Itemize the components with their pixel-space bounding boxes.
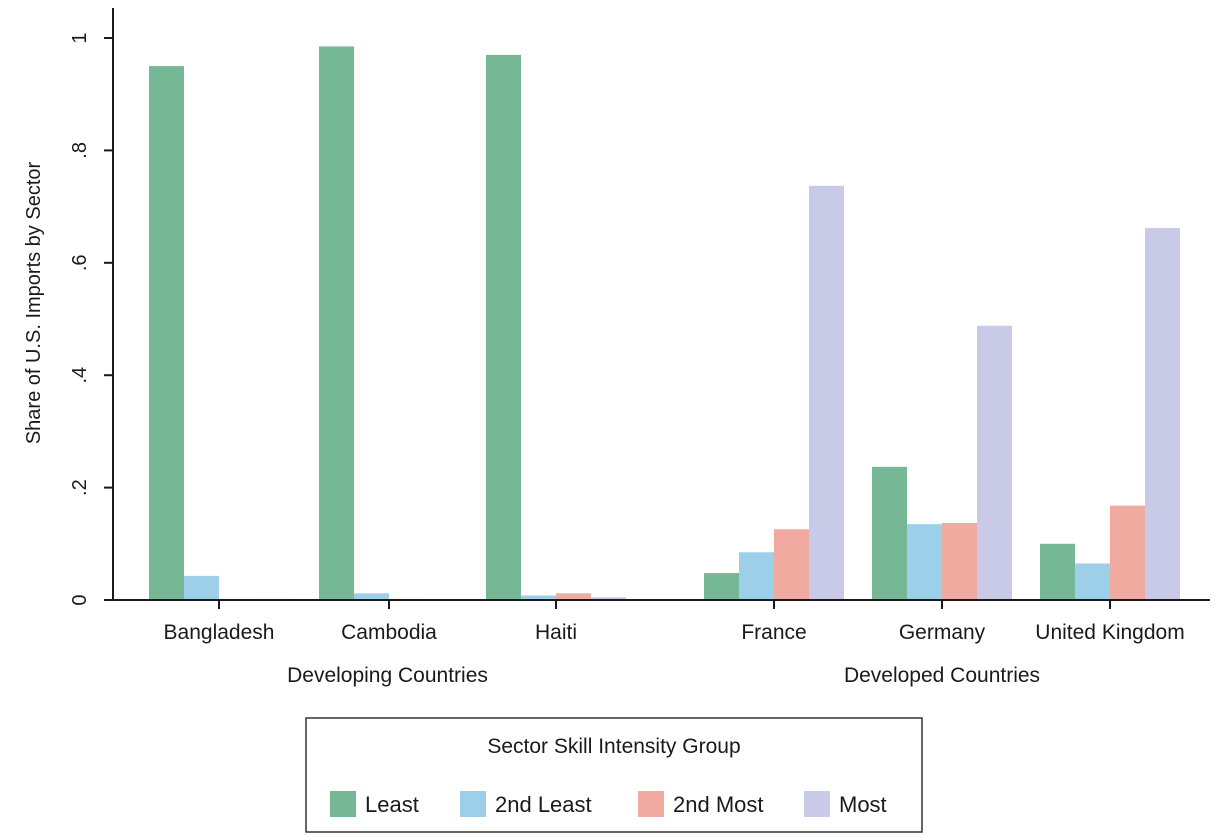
bars-layer — [149, 46, 1180, 601]
group-label-1: Developed Countries — [844, 664, 1040, 687]
legend-label-2: 2nd Most — [673, 792, 764, 817]
legend-swatch-2 — [638, 791, 664, 817]
bar-2-2 — [556, 593, 591, 600]
bar-2-1 — [521, 595, 556, 600]
legend-swatch-0 — [330, 791, 356, 817]
bar-2-3 — [591, 597, 626, 600]
y-tick-label-0: 0 — [69, 594, 91, 605]
legend-label-3: Most — [839, 792, 887, 817]
bar-1-1 — [354, 593, 389, 600]
bar-1-0 — [319, 46, 354, 601]
bar-3-3 — [809, 185, 844, 600]
bar-5-1 — [1075, 563, 1110, 600]
group-labels: Developing Countries Developed Countries — [287, 664, 1040, 687]
bar-5-0 — [1040, 543, 1075, 600]
bar-4-1 — [907, 524, 942, 600]
legend-label-0: Least — [365, 792, 419, 817]
y-tick-label-5: 1 — [69, 32, 91, 43]
x-tick-label-1: Cambodia — [341, 621, 437, 644]
bar-4-2 — [942, 523, 977, 600]
y-ticks: 0 .2 .4 .6 .8 1 — [69, 32, 113, 606]
x-tick-labels: Bangladesh Cambodia Haiti France Germany Unit… — [164, 600, 1185, 644]
bar-4-3 — [977, 325, 1012, 600]
y-tick-label-3: .6 — [69, 254, 91, 271]
legend-title: Sector Skill Intensity Group — [487, 735, 740, 758]
bar-0-1 — [184, 575, 219, 600]
legend-label-1: 2nd Least — [495, 792, 592, 817]
group-label-0: Developing Countries — [287, 664, 488, 687]
y-tick-label-1: .2 — [69, 479, 91, 496]
bar-5-3 — [1145, 227, 1180, 600]
bar-4-0 — [872, 466, 907, 600]
y-axis-label: Share of U.S. Imports by Sector — [23, 161, 45, 444]
x-tick-label-2: Haiti — [535, 621, 577, 644]
x-tick-label-4: Germany — [899, 621, 986, 644]
legend: Sector Skill Intensity Group Least 2nd Le… — [305, 717, 923, 833]
bar-5-2 — [1110, 505, 1145, 600]
x-tick-label-5: United Kingdom — [1035, 621, 1184, 644]
legend-items: Least 2nd Least 2nd Most Most — [330, 791, 887, 817]
bar-3-2 — [774, 529, 809, 600]
y-tick-label-2: .4 — [69, 367, 91, 384]
legend-swatch-1 — [460, 791, 486, 817]
bar-0-0 — [149, 66, 184, 601]
legend-swatch-3 — [804, 791, 830, 817]
y-tick-label-4: .8 — [69, 142, 91, 159]
x-tick-label-0: Bangladesh — [164, 621, 275, 644]
bar-3-0 — [704, 573, 739, 600]
bar-2-0 — [486, 54, 521, 601]
bar-3-1 — [739, 552, 774, 600]
x-tick-label-3: France — [741, 621, 806, 644]
